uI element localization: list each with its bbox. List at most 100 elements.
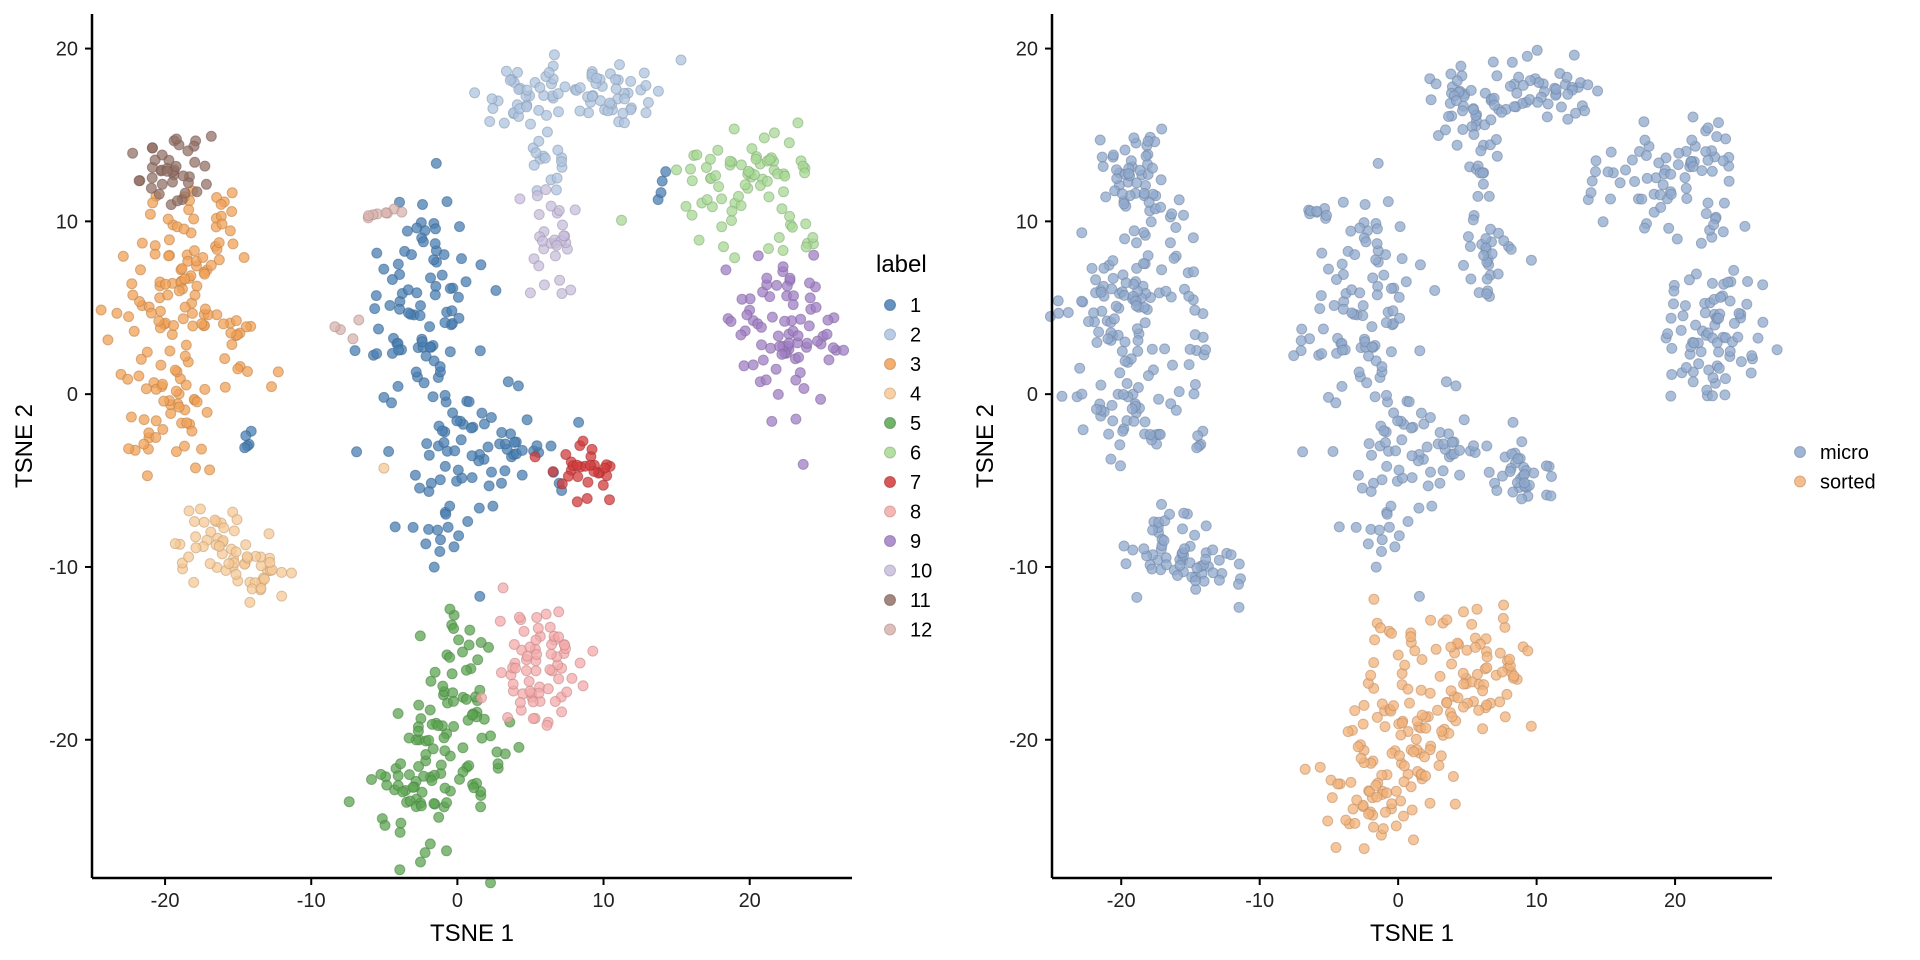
data-point [428,561,440,573]
data-point [146,172,158,184]
data-point [441,797,453,809]
data-point [1106,399,1118,411]
data-point [487,500,499,512]
data-point [138,438,150,450]
data-point [1508,670,1520,682]
data-point [1366,449,1377,461]
legend-label: 4 [910,384,921,406]
data-point [186,425,198,437]
data-point [1088,307,1100,319]
data-point [1506,56,1518,68]
data-point [1422,480,1434,492]
data-point [1328,300,1340,311]
data-point [1468,104,1479,116]
data-point [1146,343,1158,355]
left-x-tick-label: -20 [151,890,180,912]
data-point [800,241,812,253]
data-point [533,209,545,220]
data-point [478,418,490,430]
data-point [1466,618,1478,630]
data-point [743,165,754,177]
data-point [500,65,512,77]
data-point [1590,155,1602,167]
data-point [199,303,211,315]
data-point [1597,216,1609,228]
data-point [1128,132,1140,144]
data-point [577,435,589,447]
data-point [1713,312,1725,324]
data-point [764,154,776,166]
data-point [1437,465,1449,477]
data-point [442,521,454,533]
data-point [1197,331,1209,343]
data-point [215,198,227,210]
data-point [571,459,583,471]
data-point [444,346,456,358]
data-point [1333,521,1345,533]
data-point [426,775,438,787]
data-point [800,218,812,230]
data-point [173,285,185,297]
right-x-tick-label: 10 [1525,890,1547,912]
data-point [766,311,778,323]
data-point [392,380,404,392]
data-point [424,838,436,850]
data-point [1140,150,1152,162]
data-point [1393,530,1405,542]
data-point [777,245,789,256]
data-point [1665,188,1677,200]
data-point [353,314,365,326]
data-point [1602,166,1614,178]
data-point [1123,168,1135,180]
data-point [228,525,240,537]
data-point [1371,223,1383,235]
data-point [389,521,401,533]
data-point [1562,113,1574,125]
data-point [1143,196,1155,208]
data-point [540,184,552,196]
data-point [491,746,503,758]
data-point [531,440,543,452]
left-series-2 [469,49,687,197]
data-point [571,496,583,508]
data-point [1159,343,1171,355]
data-point [521,84,533,96]
data-point [189,156,201,168]
data-point [188,213,200,225]
right-y-tick-label: 20 [1016,39,1038,61]
data-point [795,313,807,325]
data-point [551,239,563,251]
right-x-ticks: -20 -10 0 10 20 [1107,878,1686,912]
data-point [550,184,562,196]
legend-swatch [884,328,896,341]
data-point [599,462,611,474]
data-point [1481,662,1493,674]
right-y-tick-label: 10 [1016,211,1038,233]
data-point [1614,177,1626,189]
data-point [409,469,421,481]
data-point [1695,237,1707,249]
data-point [838,344,850,356]
data-point [778,186,789,198]
data-point [1406,804,1418,816]
left-x-tick-label: 0 [452,890,463,912]
data-point [1415,407,1427,419]
data-point [1771,344,1783,356]
data-point [474,590,486,602]
data-point [1458,259,1469,271]
data-point [1739,220,1751,232]
data-point [1522,645,1534,657]
data-point [1119,336,1131,348]
data-point [1425,614,1437,626]
data-point [380,207,392,219]
data-point [760,374,772,386]
data-point [395,817,407,829]
data-point [1139,317,1151,329]
data-point [432,524,444,536]
data-point [656,175,668,187]
data-point [726,215,737,226]
data-point [1370,779,1382,791]
data-point [559,639,571,651]
data-point [1501,688,1513,700]
data-point [225,327,237,339]
